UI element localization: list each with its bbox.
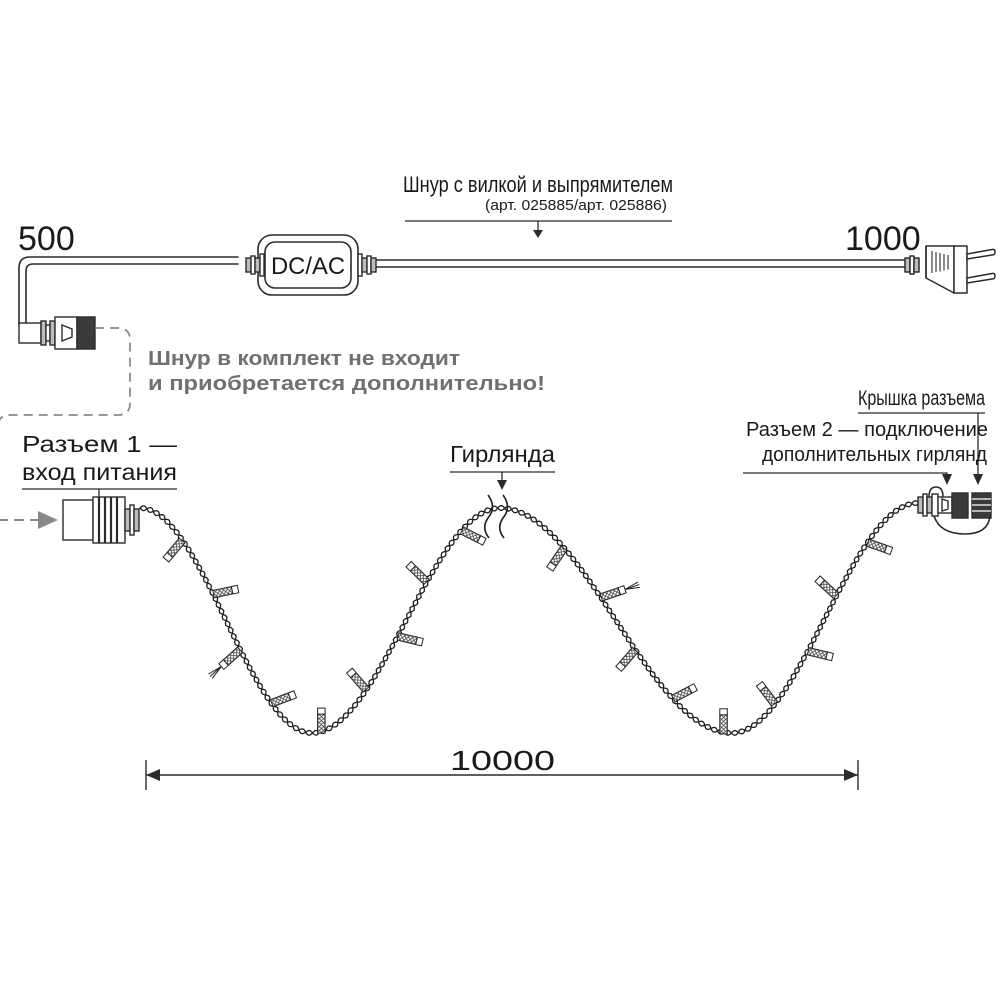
svg-text:Шнур с вилкой и выпрямителем: Шнур с вилкой и выпрямителем bbox=[403, 172, 673, 197]
svg-text:500: 500 bbox=[18, 220, 75, 258]
svg-text:Крышка разъема: Крышка разъема bbox=[858, 387, 985, 410]
svg-text:Шнур в комплект не входит: Шнур в комплект не входит bbox=[148, 348, 460, 370]
svg-text:Гирлянда: Гирлянда bbox=[450, 441, 555, 467]
svg-text:вход питания: вход питания bbox=[22, 459, 177, 485]
svg-text:дополнительных гирлянд: дополнительных гирлянд bbox=[762, 444, 987, 466]
svg-text:1000: 1000 bbox=[845, 220, 921, 258]
svg-text:10000: 10000 bbox=[450, 745, 555, 776]
svg-text:Разъем 1 —: Разъем 1 — bbox=[22, 431, 177, 457]
svg-text:Разъем 2 — подключение: Разъем 2 — подключение bbox=[746, 419, 988, 441]
svg-text:DC/AC: DC/AC bbox=[271, 253, 345, 280]
svg-text:и приобретается дополнительно!: и приобретается дополнительно! bbox=[148, 373, 545, 395]
svg-text:(арт. 025885/арт. 025886): (арт. 025885/арт. 025886) bbox=[485, 198, 667, 214]
